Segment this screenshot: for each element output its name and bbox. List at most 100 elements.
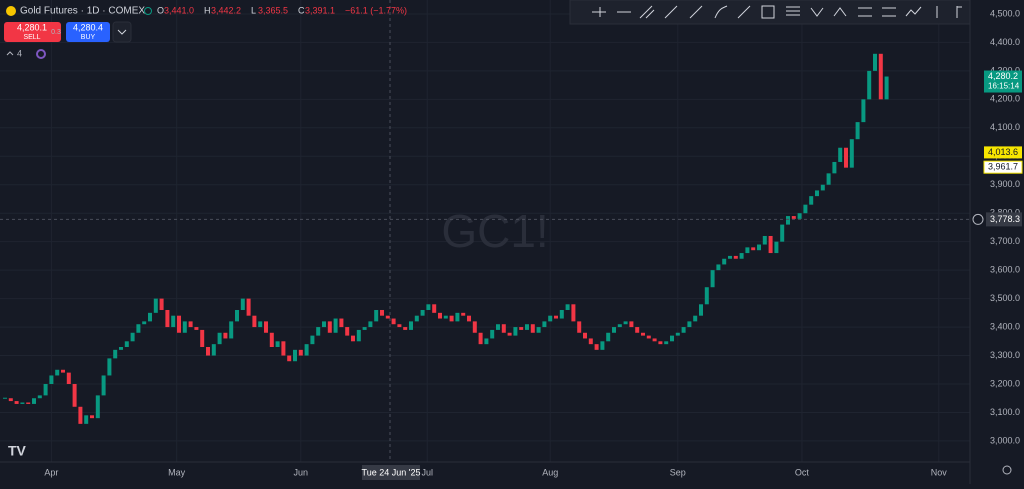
candle [844,147,848,168]
market-status [144,7,152,15]
candle [235,309,239,322]
tool[interactable] [905,6,922,17]
x-tick-label: Jul [421,467,433,477]
tool[interactable] [664,5,678,19]
ohlc-key: C [298,5,305,15]
candle [182,321,187,333]
x-tick-label: May [168,467,186,477]
candle [838,147,843,162]
toolbar-icons [592,5,962,19]
candle [600,341,605,350]
candle [281,341,286,356]
tool[interactable] [810,7,824,17]
candle [577,321,582,333]
tool[interactable] [882,7,896,17]
candle [501,324,506,333]
candle [461,312,466,316]
tool[interactable] [833,7,847,17]
tool[interactable] [639,5,655,19]
y-tick-label: 3,700.0 [990,236,1020,246]
candle [681,327,686,333]
candle [200,329,205,347]
tool[interactable] [786,6,800,16]
tool[interactable] [956,6,962,18]
candle [136,324,141,333]
price-label-box [984,146,1022,159]
candle [194,327,199,330]
candle [739,253,744,259]
candle [153,298,158,313]
candle [861,99,866,123]
candle [385,315,390,319]
candle [310,335,315,345]
grid [0,0,970,462]
buy-button[interactable] [66,22,110,42]
candle [322,321,326,328]
candle [32,398,36,404]
candle [37,395,42,399]
candle [304,344,309,356]
candle [20,402,25,404]
candle [878,53,883,100]
price-label-box [984,70,1022,93]
candle [594,344,599,350]
candle [797,213,802,219]
candle [148,312,152,322]
tool[interactable] [737,5,751,19]
candle [623,321,628,325]
ohlc-value: 3,441.0 [164,5,194,15]
ohlc-key: H [204,5,211,15]
price-label-sub: 16:15:14 [988,82,1020,91]
y-tick-label: 4,200.0 [990,94,1020,104]
tool[interactable] [761,5,775,19]
candle [687,321,692,328]
candle [246,298,251,316]
x-tick-label: Nov [931,467,948,477]
crosshair-price: 3,778.3 [990,214,1020,224]
candle [438,312,442,319]
candle [269,332,274,347]
candle [78,406,83,424]
candle [177,315,181,333]
indicators-count: 4 [17,48,22,58]
tool[interactable] [689,5,703,19]
candle [55,369,60,376]
candle [130,332,135,342]
candles [3,53,889,424]
candle [664,341,669,345]
candle [316,327,321,336]
candle [449,315,454,322]
candle [530,324,535,333]
sell-button[interactable] [4,22,61,42]
candle [704,287,709,305]
candle [612,327,616,333]
x-tick-label: Jun [294,467,309,477]
candle [101,375,106,396]
settings[interactable] [1002,465,1012,475]
buy-price: 4,280.4 [73,22,103,32]
candle [884,76,889,100]
order-menu[interactable] [112,21,132,43]
collapse[interactable] [6,51,14,56]
sell-label: SELL [23,34,40,41]
ohlc: O 3,441.0 H 3,442.2 L 3,365.5 C 3,391.1 −61.1 (−… [157,5,407,15]
tool[interactable] [858,7,872,17]
candle [617,324,622,328]
candle [791,216,796,219]
candle [327,321,332,333]
candle [478,332,483,345]
candle [757,244,761,251]
candle [362,327,367,330]
candle [165,309,170,328]
y-tick-label: 3,200.0 [990,378,1020,388]
candle [548,315,553,322]
candle [565,304,570,310]
tool[interactable] [592,7,606,17]
candle [14,401,19,404]
candle [722,258,727,265]
candle [8,398,13,402]
chevron [117,29,127,35]
tool[interactable] [714,5,728,19]
